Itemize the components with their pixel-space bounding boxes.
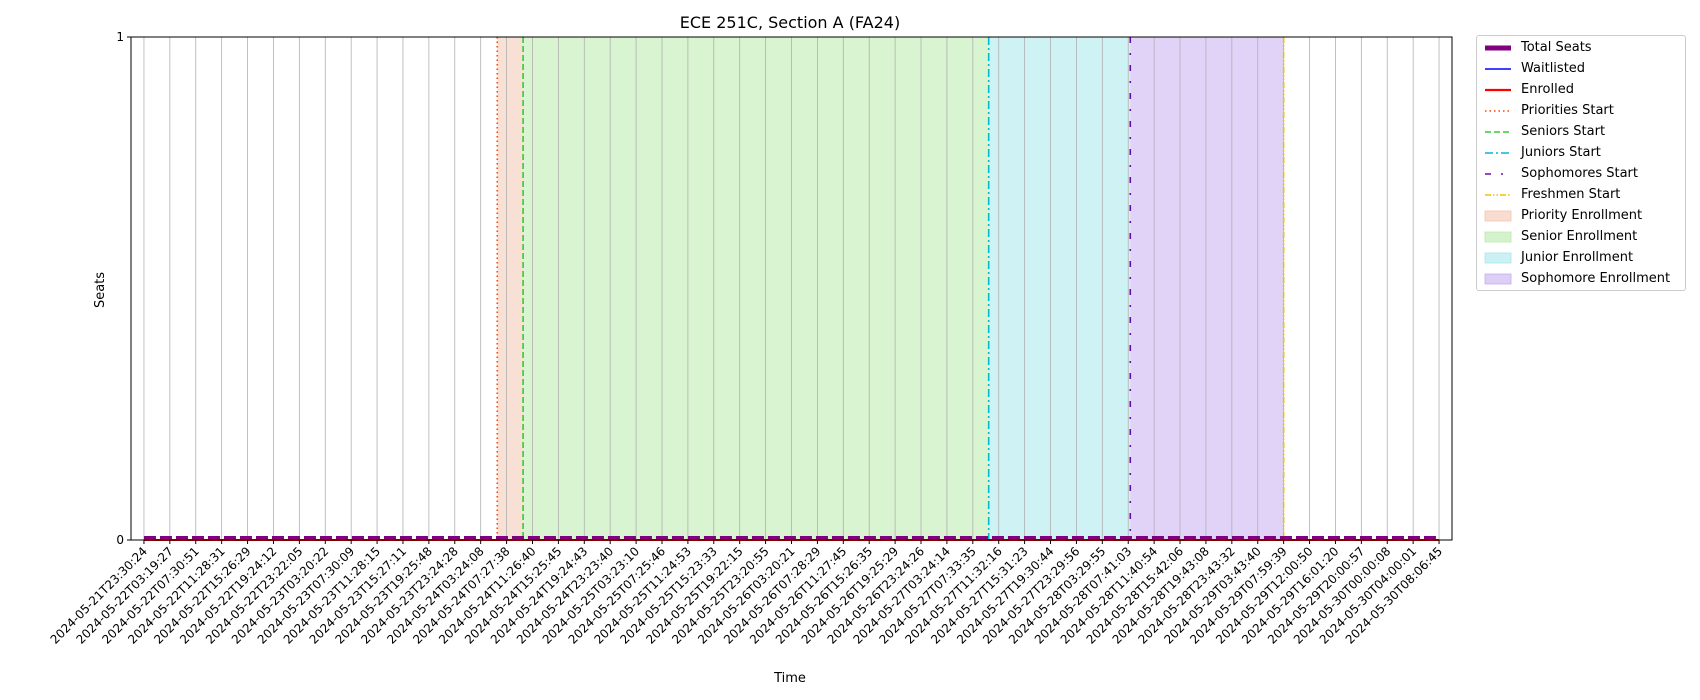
legend-item-juniors-start: Juniors Start bbox=[1477, 143, 1685, 163]
enrollment-spans bbox=[497, 37, 1284, 540]
span-junior-enrollment bbox=[988, 37, 1131, 540]
span-priority-enrollment bbox=[497, 37, 524, 540]
legend-item-sophomores-start: Sophomores Start bbox=[1477, 164, 1685, 184]
legend-item-sophomore-enrollment: Sophomore Enrollment bbox=[1477, 269, 1685, 289]
legend-swatch bbox=[1485, 45, 1511, 51]
legend-swatch bbox=[1484, 273, 1512, 285]
y-tick-label: 0 bbox=[116, 533, 124, 547]
legend-patch bbox=[1484, 252, 1512, 264]
legend-swatch bbox=[1485, 194, 1511, 196]
legend-item-freshmen-start: Freshmen Start bbox=[1477, 185, 1685, 205]
span-senior-enrollment bbox=[523, 37, 989, 540]
legend-item-junior-enrollment: Junior Enrollment bbox=[1477, 248, 1685, 268]
legend-label: Waitlisted bbox=[1521, 61, 1586, 76]
legend-label: Seniors Start bbox=[1521, 124, 1606, 139]
legend-swatch bbox=[1485, 152, 1511, 154]
legend-label: Sophomore Enrollment bbox=[1521, 271, 1671, 286]
legend-item-priority-enrollment: Priority Enrollment bbox=[1477, 206, 1685, 226]
legend-swatch bbox=[1484, 210, 1512, 222]
legend-label: Enrolled bbox=[1521, 82, 1574, 97]
legend-patch bbox=[1484, 210, 1512, 222]
legend-label: Senior Enrollment bbox=[1521, 229, 1638, 244]
vertical-grid bbox=[143, 37, 1440, 540]
legend-label: Freshmen Start bbox=[1521, 187, 1621, 202]
legend-swatch bbox=[1485, 173, 1511, 175]
legend-item-total-seats: Total Seats bbox=[1477, 38, 1685, 58]
legend-item-priorities-start: Priorities Start bbox=[1477, 101, 1685, 121]
legend-label: Priority Enrollment bbox=[1521, 208, 1643, 223]
phase-start-lines bbox=[496, 37, 1285, 540]
span-sophomore-enrollment bbox=[1130, 37, 1284, 540]
legend-label: Total Seats bbox=[1521, 40, 1592, 55]
legend-item-waitlisted: Waitlisted bbox=[1477, 59, 1685, 79]
y-tick-label: 1 bbox=[116, 30, 124, 44]
legend-swatch bbox=[1484, 231, 1512, 243]
legend-swatch bbox=[1485, 68, 1511, 70]
x-axis-ticks: 2024-05-21T23:30:242024-05-22T03:19:2720… bbox=[48, 540, 1445, 647]
legend-item-seniors-start: Seniors Start bbox=[1477, 122, 1685, 142]
legend-swatch bbox=[1484, 252, 1512, 264]
legend-patch bbox=[1484, 273, 1512, 285]
y-axis-ticks: 01 bbox=[116, 30, 131, 547]
y-axis-label: Seats bbox=[93, 272, 108, 308]
legend-item-senior-enrollment: Senior Enrollment bbox=[1477, 227, 1685, 247]
legend-swatch bbox=[1485, 131, 1511, 133]
x-axis-label: Time bbox=[773, 671, 806, 686]
legend-label: Juniors Start bbox=[1521, 145, 1601, 160]
legend-swatch bbox=[1485, 110, 1511, 112]
legend-label: Sophomores Start bbox=[1521, 166, 1638, 181]
legend-label: Junior Enrollment bbox=[1521, 250, 1634, 265]
legend-swatch bbox=[1485, 88, 1511, 92]
legend-patch bbox=[1484, 231, 1512, 243]
legend-label: Priorities Start bbox=[1521, 103, 1614, 118]
chart-title: ECE 251C, Section A (FA24) bbox=[680, 13, 900, 32]
legend: Total Seats Waitlisted Enrolled Priorities … bbox=[1476, 35, 1686, 291]
legend-item-enrolled: Enrolled bbox=[1477, 80, 1685, 100]
